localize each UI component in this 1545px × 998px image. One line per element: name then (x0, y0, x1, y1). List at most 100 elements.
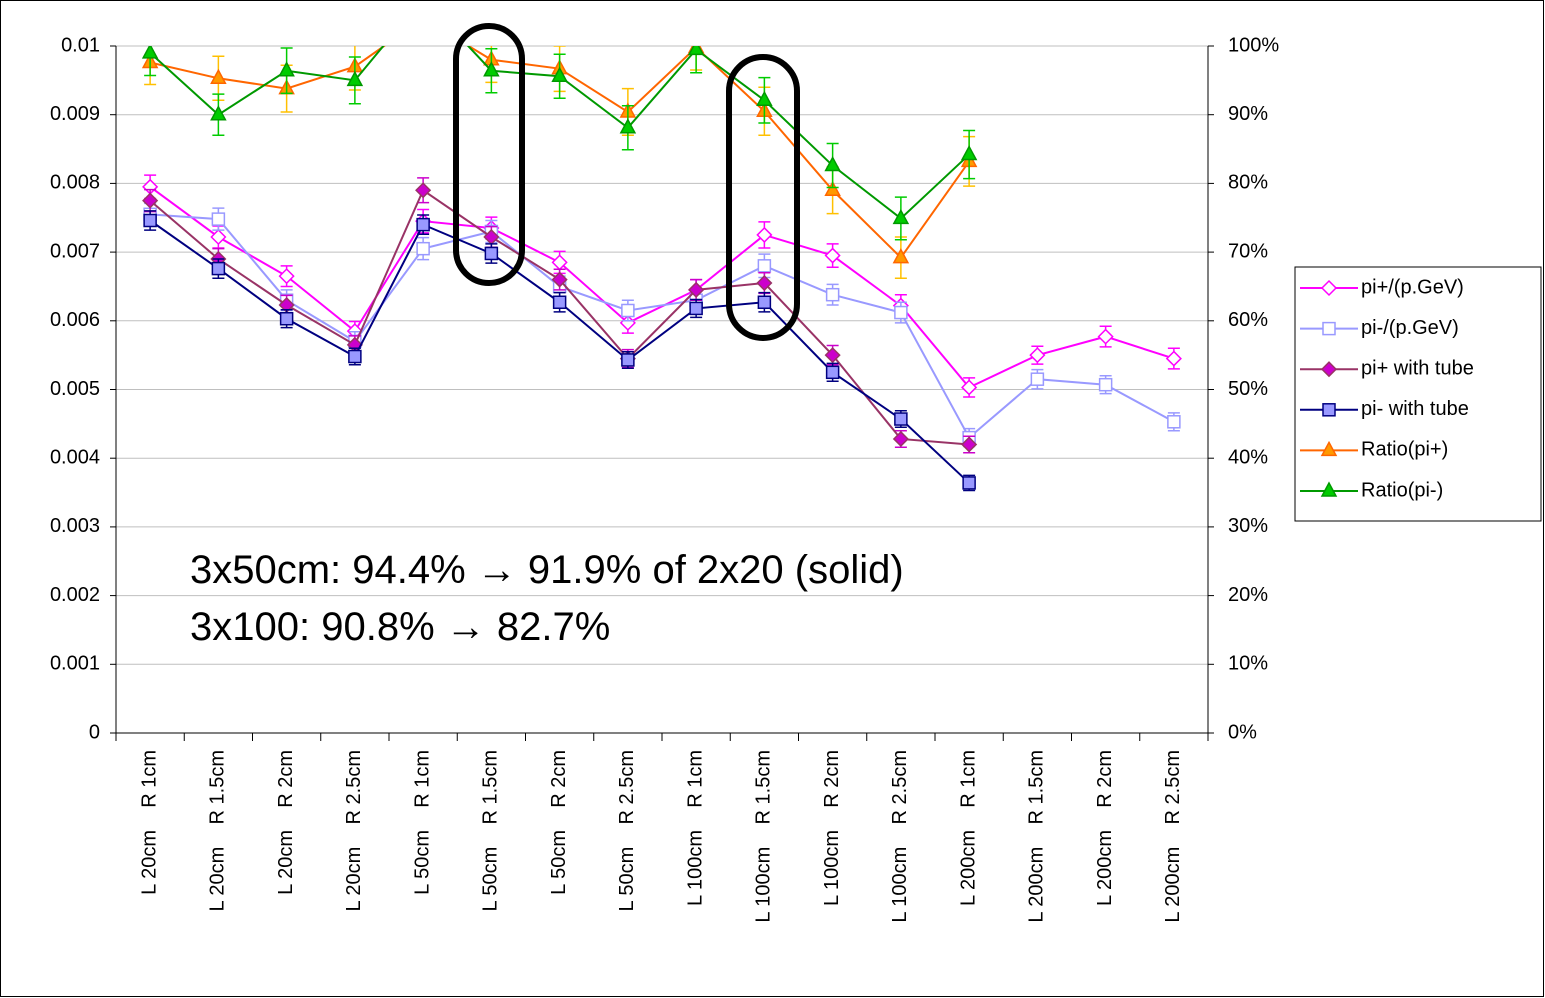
data-point (348, 349, 362, 364)
x-tick-label: L 50cm R 2cm (548, 750, 570, 895)
x-tick-label: L 200cm R 1cm (957, 750, 979, 906)
data-point (824, 347, 841, 364)
data-point (551, 271, 568, 288)
data-point (687, 46, 705, 56)
annotation: 3x50cm: 94.4% → 91.9% of 2x20 (solid) (190, 548, 904, 592)
x-tick-label: L 20cm R 1.5cm (207, 750, 229, 912)
plot-area (141, 46, 1182, 492)
y-tick-label: 0.002 (50, 584, 100, 606)
data-point (756, 274, 773, 292)
x-tick-label: L 20cm R 2.5cm (343, 750, 365, 912)
data-point (279, 311, 294, 326)
data-point (1165, 350, 1182, 367)
data-point (619, 118, 637, 134)
data-point (141, 46, 159, 59)
data-point (210, 105, 227, 121)
data-point (892, 430, 909, 448)
y2-tick-label: 30% (1228, 515, 1268, 537)
series-line (149, 186, 1175, 389)
highlight-oval (453, 23, 525, 286)
y-tick-label: 0.004 (50, 446, 100, 468)
legend-label: Ratio(pi-) (1361, 479, 1443, 501)
data-point (961, 436, 978, 453)
legend-marker (1320, 481, 1338, 497)
data-point (1029, 347, 1046, 364)
data-point (962, 476, 976, 490)
data-point (552, 295, 567, 310)
series-line (150, 213, 1175, 440)
y-tick-label: 0.007 (50, 240, 100, 262)
x-tick-label: L 50cm R 1cm (411, 750, 433, 895)
data-point (416, 241, 430, 256)
data-point (278, 61, 295, 77)
x-tick-label: L 20cm R 2cm (275, 750, 297, 895)
y2-tick-label: 100% (1228, 34, 1279, 56)
y2-tick-label: 70% (1228, 240, 1268, 262)
data-point (894, 305, 908, 320)
data-point (142, 192, 159, 209)
legend-label: pi- with tube (1361, 398, 1469, 420)
data-point (961, 379, 978, 396)
y-tick-label: 0.001 (50, 653, 100, 675)
x-tick-label: L 50cm R 1.5cm (480, 750, 502, 912)
data-point (143, 213, 157, 228)
x-tick-label: L 100cm R 1.5cm (753, 750, 775, 923)
x-tick-label: L 200cm R 2.5cm (1162, 750, 1184, 923)
data-point (688, 281, 705, 298)
x-tick-label: L 200cm R 1.5cm (1026, 750, 1048, 923)
data-point (892, 208, 910, 225)
y2-tick-label: 40% (1228, 446, 1268, 468)
data-point (551, 66, 568, 82)
data-point (483, 61, 500, 77)
data-point (824, 180, 841, 197)
data-point (894, 412, 908, 426)
data-point (1030, 372, 1045, 386)
x-tick-label: L 100cm R 2.5cm (889, 750, 911, 923)
data-point (210, 228, 227, 246)
y-tick-label: 0.003 (50, 515, 100, 537)
data-point (825, 365, 840, 380)
y2-tick-label: 10% (1228, 653, 1268, 675)
data-point (621, 303, 635, 318)
y-tick-label: 0.01 (61, 34, 100, 56)
data-point (892, 248, 910, 264)
x-tick-label: L 20cm R 1cm (138, 750, 160, 895)
y-tick-label: 0.008 (50, 172, 100, 194)
y2-tick-label: 60% (1228, 309, 1268, 331)
data-point (210, 68, 227, 85)
data-point (484, 246, 499, 261)
data-point (960, 144, 978, 161)
y2-tick-label: 90% (1228, 103, 1268, 125)
data-point (278, 268, 295, 285)
y2-tick-label: 80% (1228, 172, 1268, 194)
x-tick-label: L 50cm R 2.5cm (616, 750, 638, 912)
data-point (211, 261, 226, 276)
data-point (757, 295, 772, 310)
legend-label: pi+ with tube (1361, 357, 1474, 379)
legend-marker (1320, 440, 1338, 457)
legend-label: pi+/(p.GeV) (1361, 276, 1464, 298)
data-point (621, 353, 635, 367)
data-point (415, 182, 432, 199)
legend-marker (1320, 279, 1338, 297)
y2-tick-label: 20% (1228, 584, 1268, 606)
data-point (825, 287, 840, 302)
y-tick-label: 0.005 (50, 378, 100, 400)
y2-tick-label: 0% (1228, 721, 1257, 743)
data-point (416, 217, 430, 232)
data-point (824, 155, 841, 172)
annotation: 3x100: 90.8% → 82.7% (190, 605, 610, 649)
legend-marker (1322, 321, 1336, 336)
x-tick-label: L 200cm R 2cm (1094, 750, 1116, 906)
legend-marker (1320, 361, 1338, 378)
y-tick-label: 0.006 (50, 309, 100, 331)
data-point (211, 212, 226, 226)
data-point (824, 247, 841, 264)
data-point (1097, 328, 1114, 345)
x-tick-label: L 100cm R 1cm (684, 750, 706, 906)
legend-label: Ratio(pi+) (1361, 439, 1448, 461)
data-point (1167, 415, 1181, 429)
data-point (1098, 377, 1113, 392)
